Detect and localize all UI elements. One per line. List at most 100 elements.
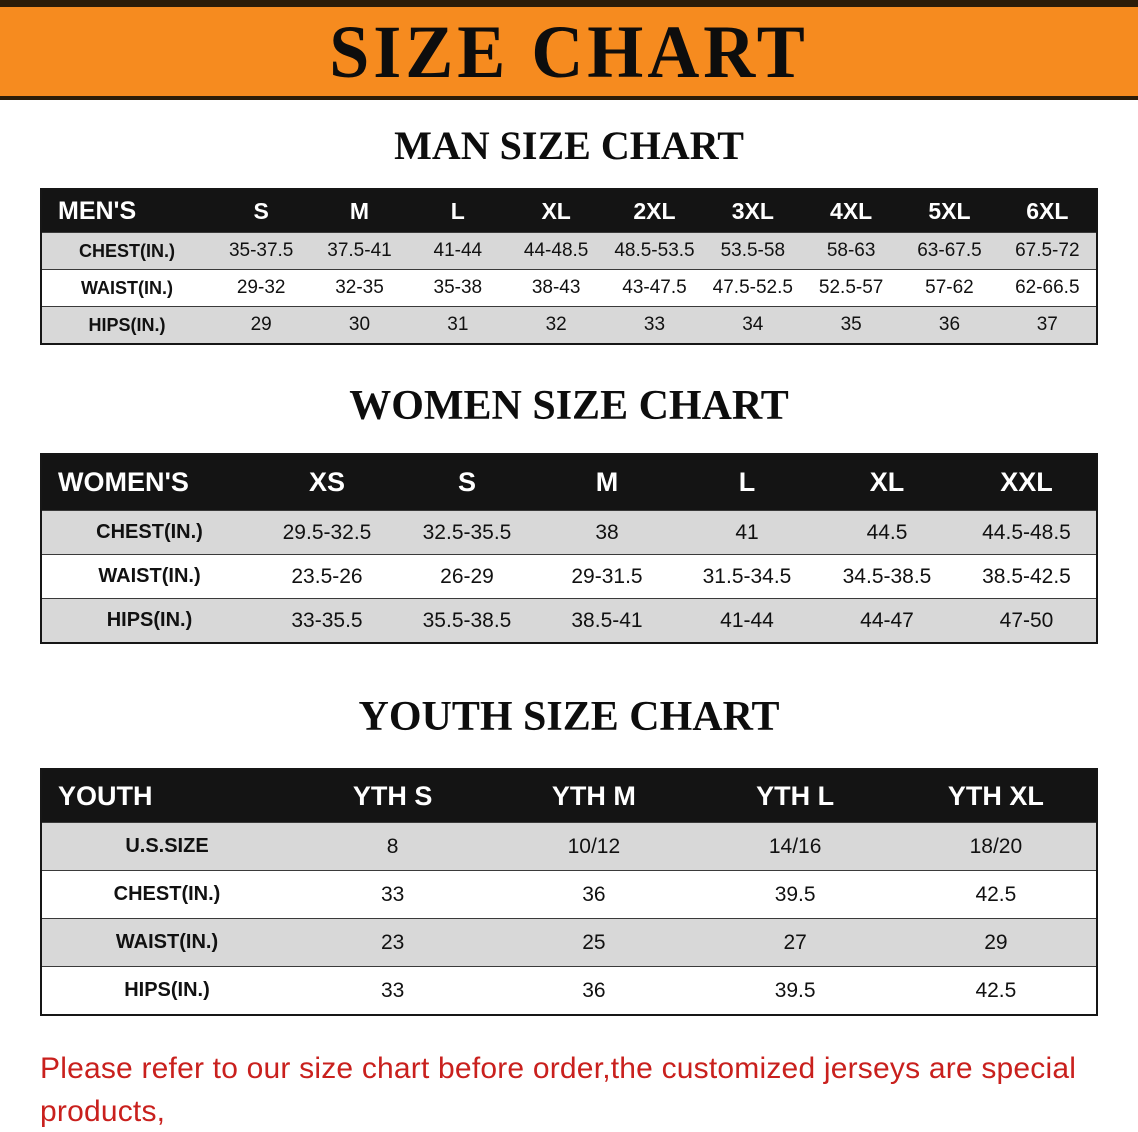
value-cell: 47.5-52.5: [703, 269, 802, 307]
value-cell: 47-50: [957, 598, 1097, 643]
row-label-cell: HIPS(IN.): [41, 966, 292, 1015]
measurement-row: HIPS(IN.) 33 36 39.5 42.5: [41, 966, 1097, 1015]
value-cell: 42.5: [895, 966, 1097, 1015]
value-cell: 34.5-38.5: [817, 554, 957, 599]
size-header-cell: XXL: [957, 454, 1097, 511]
value-cell: 36: [493, 870, 695, 919]
value-cell: 35.5-38.5: [397, 598, 537, 643]
youth-size-table: YOUTH YTH S YTH M YTH L YTH XL U.S.SIZE 8 10/12…: [40, 768, 1098, 1016]
value-cell: 44.5: [817, 510, 957, 555]
value-cell: 30: [310, 306, 409, 344]
value-cell: 32-35: [310, 269, 409, 307]
men-section-heading: MAN SIZE CHART: [394, 123, 744, 168]
value-cell: 37: [998, 306, 1097, 344]
value-cell: 36: [493, 966, 695, 1015]
value-cell: 38: [537, 510, 677, 555]
value-cell: 23: [292, 918, 494, 967]
row-label-cell: CHEST(IN.): [41, 232, 212, 270]
value-cell: 44.5-48.5: [957, 510, 1097, 555]
value-cell: 39.5: [694, 966, 896, 1015]
size-header-cell: S: [212, 189, 311, 233]
value-cell: 35-37.5: [212, 232, 311, 270]
value-cell: 31.5-34.5: [677, 554, 817, 599]
size-header-cell: 2XL: [605, 189, 704, 233]
value-cell: 10/12: [493, 822, 695, 871]
value-cell: 52.5-57: [801, 269, 901, 307]
men-size-section: MAN SIZE CHART MEN'S S M L XL 2XL 3XL 4XL 5XL 6XL…: [0, 126, 1138, 345]
measurement-row: CHEST(IN.) 35-37.5 37.5-41 41-44 44-48.5 48.5…: [41, 232, 1097, 270]
row-label-cell: U.S.SIZE: [41, 822, 292, 871]
disclaimer-line-1: Please refer to our size chart before or…: [40, 1052, 1077, 1128]
value-cell: 34: [703, 306, 802, 344]
value-cell: 25: [493, 918, 695, 967]
value-cell: 57-62: [900, 269, 999, 307]
banner-title: SIZE CHART: [329, 9, 809, 94]
row-label-cell: CHEST(IN.): [41, 510, 257, 555]
value-cell: 32.5-35.5: [397, 510, 537, 555]
value-cell: 41-44: [677, 598, 817, 643]
row-label-cell: WAIST(IN.): [41, 918, 292, 967]
value-cell: 27: [694, 918, 896, 967]
value-cell: 67.5-72: [998, 232, 1097, 270]
table-title-cell: MEN'S: [41, 189, 212, 233]
size-header-cell: S: [397, 454, 537, 511]
value-cell: 8: [292, 822, 494, 871]
table-header-row: MEN'S S M L XL 2XL 3XL 4XL 5XL 6XL: [41, 189, 1097, 233]
value-cell: 58-63: [801, 232, 901, 270]
youth-section-heading: YOUTH SIZE CHART: [358, 694, 780, 740]
value-cell: 38.5-42.5: [957, 554, 1097, 599]
size-header-cell: 6XL: [998, 189, 1097, 233]
measurement-row: HIPS(IN.) 33-35.5 35.5-38.5 38.5-41 41-44 44-…: [41, 598, 1097, 643]
value-cell: 44-48.5: [506, 232, 606, 270]
size-header-cell: YTH XL: [895, 769, 1097, 823]
size-header-cell: YTH S: [292, 769, 494, 823]
youth-size-section: YOUTH SIZE CHART YOUTH YTH S YTH M YTH L YTH…: [0, 696, 1138, 1016]
value-cell: 44-47: [817, 598, 957, 643]
row-label-cell: CHEST(IN.): [41, 870, 292, 919]
table-title-cell: YOUTH: [41, 769, 292, 823]
value-cell: 29: [895, 918, 1097, 967]
measurement-row: CHEST(IN.) 29.5-32.5 32.5-35.5 38 41 44.5 44.5…: [41, 510, 1097, 555]
row-label-cell: WAIST(IN.): [41, 554, 257, 599]
value-cell: 33: [292, 870, 494, 919]
value-cell: 14/16: [694, 822, 896, 871]
value-cell: 29-32: [212, 269, 311, 307]
value-cell: 23.5-26: [257, 554, 397, 599]
row-label-cell: HIPS(IN.): [41, 306, 212, 344]
measurement-row: CHEST(IN.) 33 36 39.5 42.5: [41, 870, 1097, 919]
size-header-cell: 3XL: [703, 189, 802, 233]
size-header-cell: XL: [817, 454, 957, 511]
size-header-cell: M: [310, 189, 409, 233]
table-header-row: WOMEN'S XS S M L XL XXL: [41, 454, 1097, 511]
row-label-cell: WAIST(IN.): [41, 269, 212, 307]
value-cell: 26-29: [397, 554, 537, 599]
size-header-cell: L: [677, 454, 817, 511]
row-label-cell: HIPS(IN.): [41, 598, 257, 643]
value-cell: 63-67.5: [900, 232, 999, 270]
value-cell: 35: [801, 306, 901, 344]
size-header-cell: YTH M: [493, 769, 695, 823]
table-header-row: YOUTH YTH S YTH M YTH L YTH XL: [41, 769, 1097, 823]
value-cell: 32: [506, 306, 606, 344]
measurement-row: HIPS(IN.) 29 30 31 32 33 34 35 36 37: [41, 306, 1097, 344]
women-size-table: WOMEN'S XS S M L XL XXL CHEST(IN.) 29.5-32.5 32.5…: [40, 453, 1098, 644]
women-size-section: WOMEN SIZE CHART WOMEN'S XS S M L XL XXL CHEST(…: [0, 385, 1138, 644]
value-cell: 36: [900, 306, 999, 344]
value-cell: 38-43: [506, 269, 606, 307]
value-cell: 31: [408, 306, 507, 344]
men-size-table: MEN'S S M L XL 2XL 3XL 4XL 5XL 6XL CHEST(IN.) 35-37…: [40, 188, 1098, 345]
value-cell: 62-66.5: [998, 269, 1097, 307]
disclaimer: Please refer to our size chart before or…: [0, 1048, 1138, 1132]
value-cell: 35-38: [408, 269, 507, 307]
value-cell: 33-35.5: [257, 598, 397, 643]
value-cell: 43-47.5: [605, 269, 704, 307]
value-cell: 39.5: [694, 870, 896, 919]
value-cell: 38.5-41: [537, 598, 677, 643]
value-cell: 41-44: [408, 232, 507, 270]
value-cell: 42.5: [895, 870, 1097, 919]
measurement-row: WAIST(IN.) 29-32 32-35 35-38 38-43 43-47.5 47.…: [41, 269, 1097, 307]
women-section-heading: WOMEN SIZE CHART: [349, 383, 789, 429]
value-cell: 29-31.5: [537, 554, 677, 599]
value-cell: 48.5-53.5: [605, 232, 704, 270]
